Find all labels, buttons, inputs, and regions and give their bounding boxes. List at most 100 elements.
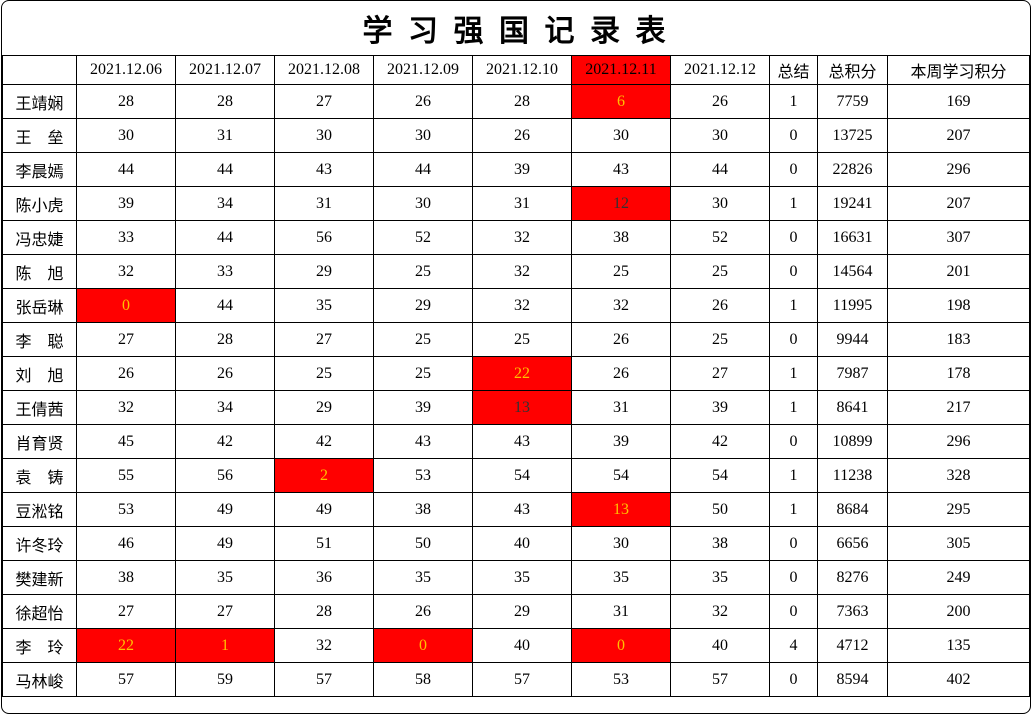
student-name: 陈小虎 bbox=[2, 186, 77, 221]
score-cell: 35 bbox=[472, 560, 572, 595]
student-name: 肖育贤 bbox=[2, 424, 77, 459]
student-name: 樊建新 bbox=[2, 560, 77, 595]
table-row: 王 垒 30 31 30 30 26 30 30 0 13725 207 bbox=[2, 118, 1030, 153]
week-points-cell: 249 bbox=[887, 560, 1030, 595]
score-cell: 40 bbox=[670, 628, 770, 663]
score-cell: 42 bbox=[274, 424, 374, 459]
score-cell: 56 bbox=[175, 458, 275, 493]
student-name: 王 垒 bbox=[2, 118, 77, 153]
score-cell: 54 bbox=[670, 458, 770, 493]
score-cell: 52 bbox=[373, 220, 473, 255]
score-cell: 25 bbox=[571, 254, 671, 289]
score-cell: 25 bbox=[373, 356, 473, 391]
score-cell: 44 bbox=[76, 152, 176, 187]
student-name: 马林峻 bbox=[2, 662, 77, 697]
score-cell: 54 bbox=[571, 458, 671, 493]
score-cell: 28 bbox=[472, 84, 572, 119]
column-header-date: 2021.12.12 bbox=[670, 55, 770, 85]
week-points-cell: 217 bbox=[887, 390, 1030, 425]
score-cell: 26 bbox=[373, 84, 473, 119]
score-cell: 32 bbox=[472, 220, 572, 255]
summary-cell: 1 bbox=[769, 390, 818, 425]
score-cell: 39 bbox=[670, 390, 770, 425]
score-cell: 40 bbox=[472, 526, 572, 561]
score-cell: 53 bbox=[571, 662, 671, 697]
score-cell: 54 bbox=[472, 458, 572, 493]
summary-cell: 0 bbox=[769, 220, 818, 255]
student-name: 冯忠婕 bbox=[2, 220, 77, 255]
summary-cell: 0 bbox=[769, 254, 818, 289]
score-cell: 44 bbox=[175, 288, 275, 323]
score-cell: 22 bbox=[76, 628, 176, 663]
score-cell: 32 bbox=[571, 288, 671, 323]
week-points-cell: 295 bbox=[887, 492, 1030, 527]
student-name: 李 玲 bbox=[2, 628, 77, 663]
column-header-empty bbox=[2, 55, 77, 85]
score-cell: 28 bbox=[76, 84, 176, 119]
column-header-date: 2021.12.11 bbox=[571, 55, 671, 85]
score-cell: 29 bbox=[472, 594, 572, 629]
student-name: 张岳琳 bbox=[2, 288, 77, 323]
score-cell: 22 bbox=[472, 356, 572, 391]
table-row: 樊建新 38 35 36 35 35 35 35 0 8276 249 bbox=[2, 560, 1030, 595]
total-points-cell: 19241 bbox=[817, 186, 888, 221]
score-cell: 27 bbox=[76, 594, 176, 629]
table-row: 李 玲 22 1 32 0 40 0 40 4 4712 135 bbox=[2, 628, 1030, 663]
score-cell: 32 bbox=[472, 254, 572, 289]
score-cell: 28 bbox=[175, 322, 275, 357]
student-name: 王靖娴 bbox=[2, 84, 77, 119]
table-row: 豆淞铭 53 49 49 38 43 13 50 1 8684 295 bbox=[2, 492, 1030, 527]
week-points-cell: 328 bbox=[887, 458, 1030, 493]
score-cell: 27 bbox=[670, 356, 770, 391]
summary-cell: 1 bbox=[769, 458, 818, 493]
score-cell: 26 bbox=[175, 356, 275, 391]
column-header-date: 2021.12.10 bbox=[472, 55, 572, 85]
score-cell: 49 bbox=[175, 492, 275, 527]
score-cell: 26 bbox=[670, 288, 770, 323]
student-name: 豆淞铭 bbox=[2, 492, 77, 527]
score-cell: 12 bbox=[571, 186, 671, 221]
summary-cell: 1 bbox=[769, 492, 818, 527]
score-cell: 49 bbox=[175, 526, 275, 561]
score-cell: 28 bbox=[175, 84, 275, 119]
score-cell: 25 bbox=[373, 254, 473, 289]
score-cell: 40 bbox=[472, 628, 572, 663]
total-points-cell: 8641 bbox=[817, 390, 888, 425]
score-cell: 30 bbox=[571, 526, 671, 561]
summary-cell: 0 bbox=[769, 560, 818, 595]
week-points-cell: 207 bbox=[887, 118, 1030, 153]
score-cell: 43 bbox=[472, 424, 572, 459]
summary-cell: 1 bbox=[769, 288, 818, 323]
record-table: 2021.12.06 2021.12.07 2021.12.08 2021.12.09… bbox=[2, 55, 1030, 697]
score-cell: 25 bbox=[274, 356, 374, 391]
score-cell: 27 bbox=[274, 84, 374, 119]
score-cell: 34 bbox=[175, 186, 275, 221]
score-cell: 27 bbox=[76, 322, 176, 357]
student-name: 袁 铸 bbox=[2, 458, 77, 493]
week-points-cell: 183 bbox=[887, 322, 1030, 357]
score-cell: 31 bbox=[472, 186, 572, 221]
score-cell: 29 bbox=[274, 254, 374, 289]
week-points-cell: 135 bbox=[887, 628, 1030, 663]
total-points-cell: 14564 bbox=[817, 254, 888, 289]
score-cell: 1 bbox=[175, 628, 275, 663]
score-cell: 25 bbox=[373, 322, 473, 357]
table-row: 王靖娴 28 28 27 26 28 6 26 1 7759 169 bbox=[2, 84, 1030, 119]
score-cell: 44 bbox=[670, 152, 770, 187]
student-name: 李 聪 bbox=[2, 322, 77, 357]
score-cell: 30 bbox=[670, 186, 770, 221]
total-points-cell: 8594 bbox=[817, 662, 888, 697]
score-cell: 57 bbox=[472, 662, 572, 697]
column-header-stat: 总积分 bbox=[817, 55, 888, 85]
score-cell: 25 bbox=[472, 322, 572, 357]
score-cell: 6 bbox=[571, 84, 671, 119]
score-cell: 46 bbox=[76, 526, 176, 561]
score-cell: 39 bbox=[571, 424, 671, 459]
total-points-cell: 16631 bbox=[817, 220, 888, 255]
score-cell: 29 bbox=[373, 288, 473, 323]
score-cell: 55 bbox=[76, 458, 176, 493]
student-name: 许冬玲 bbox=[2, 526, 77, 561]
summary-cell: 0 bbox=[769, 594, 818, 629]
week-points-cell: 169 bbox=[887, 84, 1030, 119]
score-cell: 42 bbox=[175, 424, 275, 459]
